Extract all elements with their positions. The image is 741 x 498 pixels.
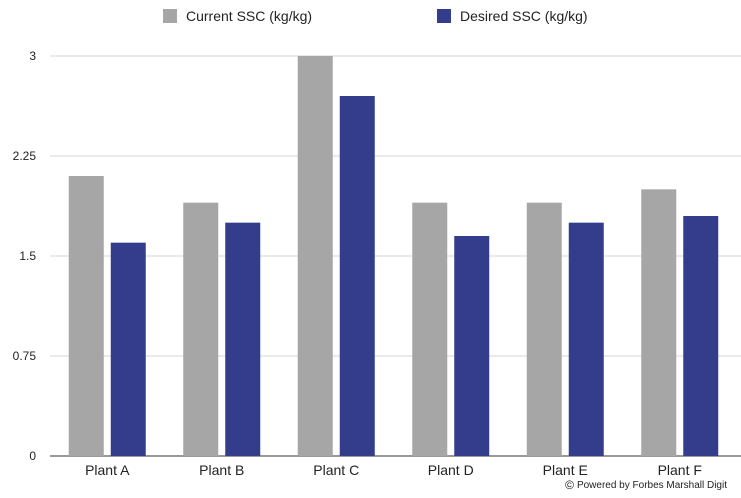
y-axis-ticks: 0 0.75 1.5 2.25 3 [13,49,37,463]
copyright-icon: © [565,478,574,492]
legend-swatch-desired [437,9,451,23]
bars [68,56,719,457]
bar-desired-2 [225,222,261,456]
bar-desired-5 [568,222,604,456]
legend: Current SSC (kg/kg) Desired SSC (kg/kg) [0,8,741,30]
x-tick-label: Plant F [658,462,702,478]
legend-label-current: Current SSC (kg/kg) [186,8,313,24]
bar-desired-1 [110,242,146,456]
y-tick-label: 0.75 [13,349,37,363]
y-tick-label: 2.25 [13,149,37,163]
bar-current-3 [297,56,333,456]
x-tick-label: Plant A [85,462,130,478]
y-tick-label: 0 [29,449,36,463]
y-tick-label: 1.5 [19,249,36,263]
x-tick-label: Plant B [199,462,244,478]
bar-desired-4 [454,236,490,456]
x-tick-label: Plant D [428,462,474,478]
bar-desired-6 [683,216,719,456]
bar-current-1 [68,176,104,456]
legend-item-current: Current SSC (kg/kg) [163,8,312,24]
legend-swatch-current [163,9,177,23]
x-axis-labels: Plant A Plant B Plant C Plant D Plant E Plant… [85,462,702,478]
bar-current-6 [641,189,677,457]
x-tick-label: Plant E [543,462,588,478]
bar-current-4 [412,202,448,456]
gridlines [50,55,741,457]
legend-label-desired: Desired SSC (kg/kg) [460,8,588,24]
powered-by-footer: © Powered by Forbes Marshall Digit [565,478,727,492]
y-tick-label: 3 [29,49,36,63]
bar-current-5 [526,202,562,456]
bar-desired-3 [339,96,375,456]
legend-item-desired: Desired SSC (kg/kg) [437,8,588,24]
footer-text: Powered by Forbes Marshall Digit [576,479,727,491]
bar-current-2 [183,202,219,456]
x-tick-label: Plant C [313,462,359,478]
